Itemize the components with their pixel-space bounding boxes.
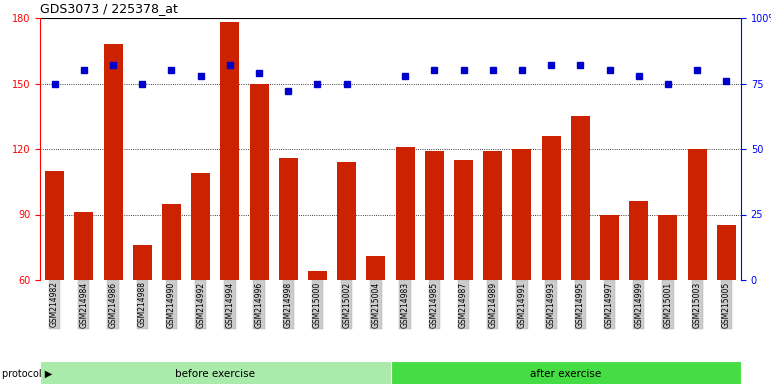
- Bar: [425, 151, 444, 280]
- Bar: [542, 136, 561, 280]
- FancyBboxPatch shape: [40, 361, 390, 384]
- Bar: [74, 212, 93, 280]
- Bar: [629, 201, 648, 280]
- Bar: [279, 158, 298, 280]
- Bar: [717, 225, 736, 280]
- Bar: [396, 147, 415, 280]
- Bar: [483, 151, 502, 280]
- Bar: [366, 256, 386, 280]
- Text: GDS3073 / 225378_at: GDS3073 / 225378_at: [40, 2, 178, 15]
- Bar: [513, 149, 531, 280]
- Text: before exercise: before exercise: [175, 369, 255, 379]
- Bar: [600, 215, 619, 280]
- Bar: [221, 22, 239, 280]
- Bar: [133, 245, 152, 280]
- Bar: [454, 160, 473, 280]
- Bar: [571, 116, 590, 280]
- Bar: [103, 44, 123, 280]
- Bar: [688, 149, 707, 280]
- Bar: [191, 173, 210, 280]
- FancyBboxPatch shape: [390, 361, 741, 384]
- Bar: [162, 204, 181, 280]
- Bar: [658, 215, 678, 280]
- Bar: [250, 83, 268, 280]
- Bar: [308, 271, 327, 280]
- Bar: [337, 162, 356, 280]
- Bar: [45, 171, 64, 280]
- Text: after exercise: after exercise: [530, 369, 601, 379]
- Text: protocol ▶: protocol ▶: [2, 369, 52, 379]
